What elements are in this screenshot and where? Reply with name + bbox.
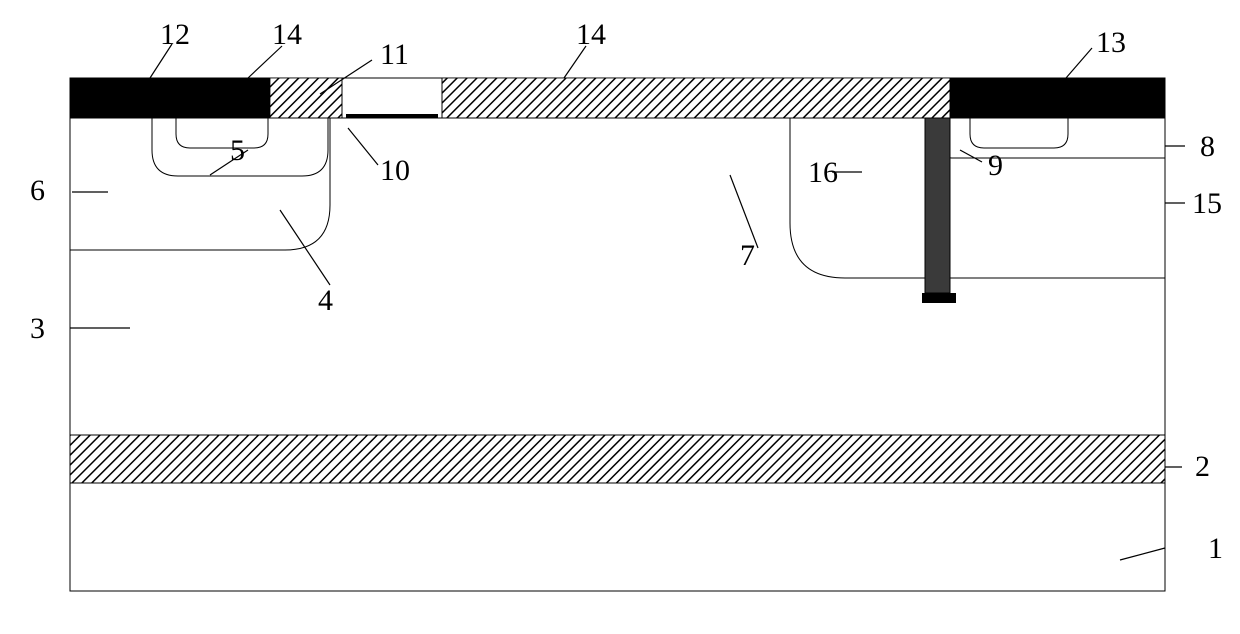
svg-text:5: 5	[230, 134, 245, 167]
svg-text:1: 1	[1208, 532, 1223, 565]
svg-text:8: 8	[1200, 130, 1215, 163]
svg-text:13: 13	[1096, 26, 1126, 59]
svg-text:4: 4	[318, 284, 333, 317]
svg-text:2: 2	[1195, 450, 1210, 483]
svg-text:10: 10	[380, 154, 410, 187]
svg-text:15: 15	[1192, 187, 1222, 220]
svg-text:14: 14	[272, 18, 302, 51]
svg-text:14: 14	[576, 18, 606, 51]
svg-text:6: 6	[30, 174, 45, 207]
svg-text:11: 11	[380, 38, 409, 71]
svg-text:9: 9	[988, 149, 1003, 182]
diagram-stage: 1234567891011121315161414	[0, 0, 1240, 634]
svg-text:12: 12	[160, 18, 190, 51]
svg-text:7: 7	[740, 239, 755, 272]
svg-text:3: 3	[30, 312, 45, 345]
svg-text:16: 16	[808, 156, 838, 189]
